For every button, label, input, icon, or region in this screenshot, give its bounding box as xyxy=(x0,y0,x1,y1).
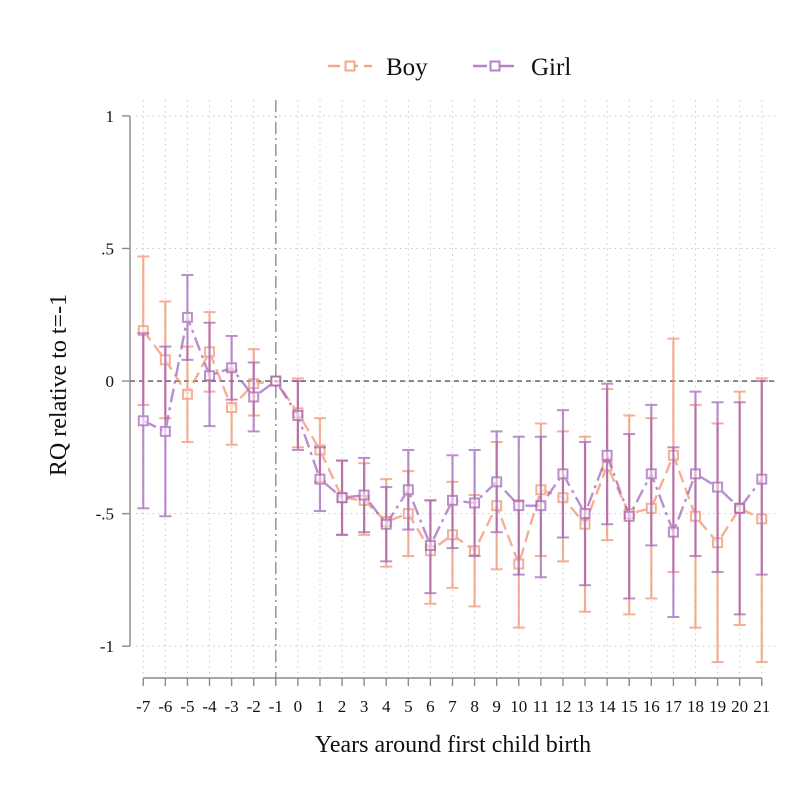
data-point xyxy=(270,375,282,387)
y-tick-label: 1 xyxy=(106,107,115,126)
data-point xyxy=(689,468,701,480)
x-tick-label: -7 xyxy=(136,697,151,716)
data-point xyxy=(712,481,724,493)
x-tick-label: 8 xyxy=(470,697,479,716)
x-tick-label: 7 xyxy=(448,697,457,716)
y-tick-label: -.5 xyxy=(96,505,114,524)
data-point xyxy=(336,492,348,504)
x-tick-label: 6 xyxy=(426,697,435,716)
legend-marker xyxy=(344,60,356,72)
x-tick-label: 11 xyxy=(533,697,549,716)
data-point xyxy=(513,500,525,512)
x-tick-label: -5 xyxy=(180,697,194,716)
x-tick-label: 3 xyxy=(360,697,369,716)
data-point xyxy=(159,425,171,437)
legend-label-girl: Girl xyxy=(531,54,571,81)
legend-key-girl xyxy=(473,60,517,72)
x-tick-label: 20 xyxy=(731,697,748,716)
x-tick-label: 12 xyxy=(554,697,571,716)
data-point xyxy=(623,510,635,522)
x-tick-label: 15 xyxy=(621,697,638,716)
x-tick-label: -1 xyxy=(269,697,283,716)
x-tick-label: 14 xyxy=(599,697,617,716)
x-tick-label: 9 xyxy=(492,697,501,716)
series-line xyxy=(142,313,763,549)
legend: Boy Girl xyxy=(328,54,571,81)
y-tick-label: -1 xyxy=(100,637,114,656)
data-point xyxy=(491,476,503,488)
legend-marker xyxy=(489,60,501,72)
data-point xyxy=(667,526,679,538)
y-axis-title: RQ relative to t=-1 xyxy=(46,294,72,476)
data-point xyxy=(292,410,304,422)
x-tick-label: 2 xyxy=(338,697,347,716)
data-point xyxy=(137,415,149,427)
data-point xyxy=(756,473,768,485)
data-point xyxy=(358,489,370,501)
data-point xyxy=(380,518,392,530)
x-tick-label: -3 xyxy=(225,697,239,716)
data-point xyxy=(645,468,657,480)
x-tick-label: 17 xyxy=(665,697,683,716)
legend-key-boy xyxy=(328,60,372,72)
x-axis-title: Years around first child birth xyxy=(315,732,591,758)
plot-series xyxy=(137,255,768,664)
data-point xyxy=(601,449,613,461)
x-tick-label: 5 xyxy=(404,697,413,716)
data-point xyxy=(535,500,547,512)
x-tick-label: 13 xyxy=(577,697,594,716)
data-point xyxy=(181,388,193,400)
reference-lines xyxy=(130,100,775,678)
data-point xyxy=(424,539,436,551)
y-tick-label: .5 xyxy=(101,239,114,258)
data-point xyxy=(248,391,260,403)
data-point xyxy=(204,370,216,382)
data-point xyxy=(447,494,458,506)
data-point xyxy=(469,497,481,509)
x-tick-label: 18 xyxy=(687,697,704,716)
x-tick-label: -6 xyxy=(158,697,172,716)
data-point xyxy=(314,473,326,485)
x-tick-label: 21 xyxy=(753,697,770,716)
x-tick-label: 19 xyxy=(709,697,726,716)
x-tick-label: 0 xyxy=(294,697,303,716)
y-tick-label: 0 xyxy=(106,372,115,391)
legend-label-boy: Boy xyxy=(386,54,428,81)
x-tick-label: -4 xyxy=(202,697,217,716)
x-tick-label: 1 xyxy=(316,697,325,716)
series-line xyxy=(142,329,763,568)
data-point xyxy=(226,362,238,374)
data-point xyxy=(402,484,414,496)
data-point xyxy=(579,508,591,520)
x-tick-label: -2 xyxy=(247,697,261,716)
data-point xyxy=(557,468,569,480)
axes: 1.50-.5-1-7 -6 -5 -4 -3 -2 -1 0 1 2 3 4 5 6 7 8 9 10 11 12 1… xyxy=(96,107,771,716)
series-girl xyxy=(137,273,768,619)
data-point xyxy=(181,311,193,323)
data-point xyxy=(226,402,238,414)
x-tick-label: 16 xyxy=(643,697,660,716)
data-point xyxy=(734,502,746,514)
x-tick-label: 4 xyxy=(382,697,391,716)
x-tick-label: 10 xyxy=(510,697,527,716)
